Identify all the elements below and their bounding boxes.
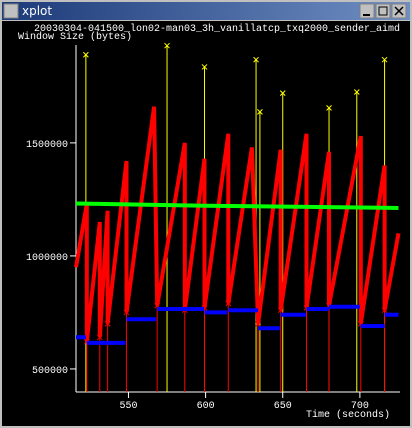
event-marker	[164, 42, 170, 49]
window-menu-button[interactable]	[3, 3, 19, 19]
event-marker	[253, 56, 259, 63]
event-marker	[279, 90, 286, 97]
title-bar[interactable]	[2, 2, 410, 20]
event-marker	[326, 104, 332, 111]
x-tick-label: 700	[351, 401, 369, 412]
y-tick-label: 1500000	[26, 140, 68, 151]
series-line	[76, 304, 399, 345]
series-line	[74, 106, 401, 343]
x-tick-label: 600	[197, 401, 215, 412]
event-marker	[257, 109, 263, 115]
event-marker	[201, 64, 208, 70]
x-tick-label: 650	[274, 401, 292, 412]
event-marker	[381, 56, 388, 63]
event-marker	[353, 89, 360, 95]
y-tick-label: 1000000	[26, 253, 68, 264]
chart-title: 20030304-041500_lon02-man03_3h_vanillatc…	[34, 23, 400, 35]
minimize-button[interactable]	[359, 3, 375, 19]
series-line	[75, 201, 399, 210]
y-axis-label: Window Size (bytes)	[18, 31, 132, 43]
x-axis-label: Time (seconds)	[306, 409, 390, 421]
window-title: xplot	[22, 4, 52, 18]
event-marker	[83, 51, 89, 58]
close-button[interactable]	[391, 3, 407, 19]
x-tick-label: 550	[119, 401, 137, 412]
y-tick-label: 500000	[32, 366, 68, 377]
maximize-button[interactable]	[375, 3, 391, 19]
